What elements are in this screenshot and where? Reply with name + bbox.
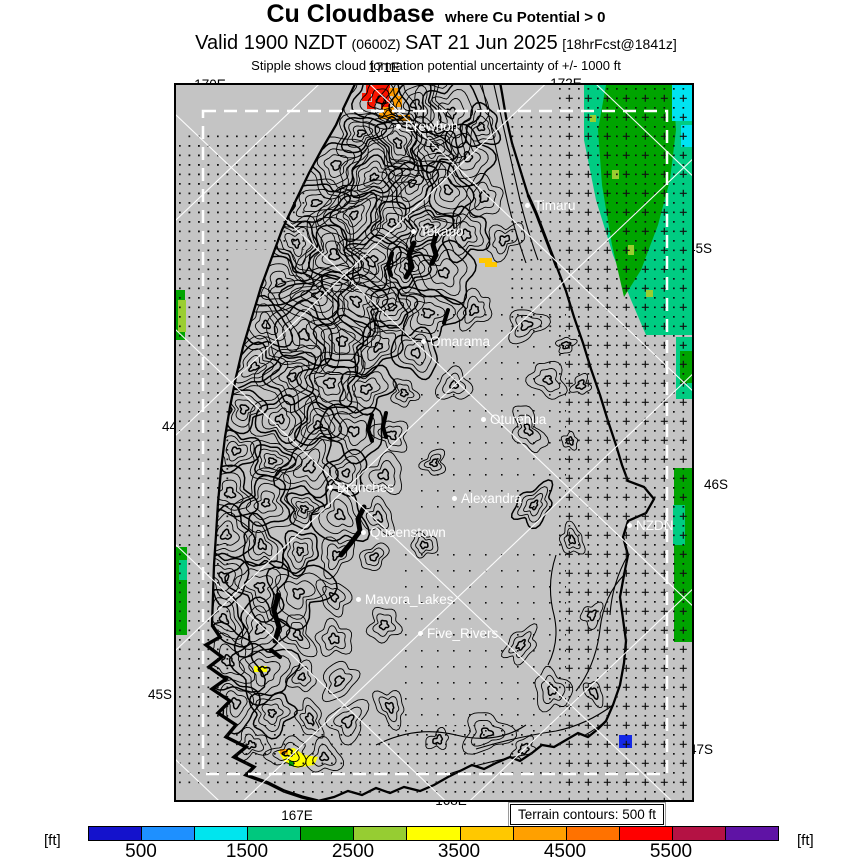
city-dot bbox=[411, 229, 416, 234]
title-line: Cu Cloudbase where Cu Potential > 0 bbox=[26, 1, 846, 31]
colorbar-tick-1500: 1500 bbox=[225, 841, 269, 860]
city-label-oturehua: Oturehua bbox=[481, 413, 546, 427]
city-dot bbox=[627, 523, 632, 528]
colorbar-segment bbox=[248, 827, 302, 840]
title-qualifier: where Cu Potential > 0 bbox=[445, 9, 606, 26]
stipple-note: Stipple shows cloud formation potential … bbox=[251, 58, 621, 73]
colorbar-segment bbox=[407, 827, 461, 840]
colorbar-unit-left: [ft] bbox=[44, 832, 61, 849]
city-dot bbox=[356, 597, 361, 602]
colorbar-segment bbox=[354, 827, 408, 840]
city-name: Queenstown bbox=[370, 525, 446, 540]
city-name: Timaru bbox=[534, 198, 576, 213]
colorbar-tick-3500: 3500 bbox=[437, 841, 481, 860]
valid-time-line: Valid 1900 NZDT (0600Z) SAT 21 Jun 2025 … bbox=[26, 32, 846, 56]
colorbar-segment bbox=[672, 827, 726, 840]
map-canvas: Erewhon Timaru Tekapo Omarama Oturehua Branch… bbox=[174, 83, 694, 802]
forecast-tag: [18hrFcst@1841z] bbox=[562, 36, 677, 52]
city-dot bbox=[328, 485, 333, 490]
city-dot bbox=[452, 496, 457, 501]
city-label-erewhon: Erewhon bbox=[396, 120, 458, 134]
valid-prefix: Valid 1900 NZDT bbox=[195, 32, 348, 54]
city-name: Five_Rivers bbox=[427, 626, 499, 641]
city-name: Branches bbox=[337, 480, 395, 495]
colorbar-segment bbox=[195, 827, 249, 840]
grid-label-46s: 46S bbox=[704, 477, 729, 492]
colorbar-tick-2500: 2500 bbox=[331, 841, 375, 860]
city-name: Erewhon bbox=[405, 119, 459, 134]
colorbar-unit-right: [ft] bbox=[797, 832, 814, 849]
terrain-contours-note: Terrain contours: 500 ft bbox=[508, 802, 666, 827]
city-dot bbox=[361, 530, 366, 535]
colorbar-tick-500: 500 bbox=[125, 841, 157, 860]
city-dot bbox=[418, 631, 423, 636]
city-label-branches: Branches bbox=[328, 481, 394, 495]
colorbar-segment bbox=[513, 827, 567, 840]
colorbar-segment bbox=[725, 827, 779, 840]
city-name: Omarama bbox=[430, 334, 491, 349]
grid-label-45s: 45S bbox=[688, 241, 713, 256]
city-name: Tekapo bbox=[420, 224, 464, 239]
city-dot bbox=[421, 339, 426, 344]
colorbar-segment bbox=[89, 827, 143, 840]
colorbar-tick-5500: 5500 bbox=[649, 841, 693, 860]
city-label-omarama: Omarama bbox=[421, 335, 490, 349]
colorbar-segment bbox=[142, 827, 196, 840]
city-dot bbox=[481, 417, 486, 422]
map-svg bbox=[176, 85, 692, 800]
city-dot bbox=[525, 203, 530, 208]
colorbar-segment bbox=[566, 827, 620, 840]
city-label-mavora_lakes: Mavora_Lakes bbox=[356, 593, 454, 607]
city-label-queenstown: Queenstown bbox=[361, 526, 446, 540]
grid-label-167e: 167E bbox=[281, 808, 313, 823]
city-label-nzdn: NZDN bbox=[627, 519, 674, 533]
valid-date: SAT 21 Jun 2025 bbox=[405, 32, 558, 54]
grid-label-45s: 45S bbox=[148, 687, 173, 702]
colorbar-segment bbox=[301, 827, 355, 840]
city-label-tekapo: Tekapo bbox=[411, 225, 464, 239]
city-name: Alexandra bbox=[461, 491, 522, 506]
terrain-contours-text: Terrain contours: 500 ft bbox=[517, 807, 657, 822]
colorbar-segment bbox=[460, 827, 514, 840]
colorbar-tick-4500: 4500 bbox=[543, 841, 587, 860]
cloudbase-colorbar bbox=[88, 826, 779, 841]
grid-label-171e: 171E bbox=[368, 60, 400, 75]
city-label-alexandra: Alexandra bbox=[452, 492, 522, 506]
page-title: Cu Cloudbase bbox=[266, 0, 435, 28]
colorbar-segment bbox=[619, 827, 673, 840]
city-label-five_rivers: Five_Rivers bbox=[418, 627, 498, 641]
city-label-timaru: Timaru bbox=[525, 199, 576, 213]
city-name: NZDN bbox=[636, 518, 674, 533]
city-name: Oturehua bbox=[490, 412, 547, 427]
title-block: Cu Cloudbase where Cu Potential > 0 Vali… bbox=[26, 1, 846, 74]
city-dot bbox=[396, 124, 401, 129]
city-name: Mavora_Lakes bbox=[365, 592, 454, 607]
grid-label-47s: 47S bbox=[689, 742, 714, 757]
valid-utc: (0600Z) bbox=[351, 36, 401, 52]
